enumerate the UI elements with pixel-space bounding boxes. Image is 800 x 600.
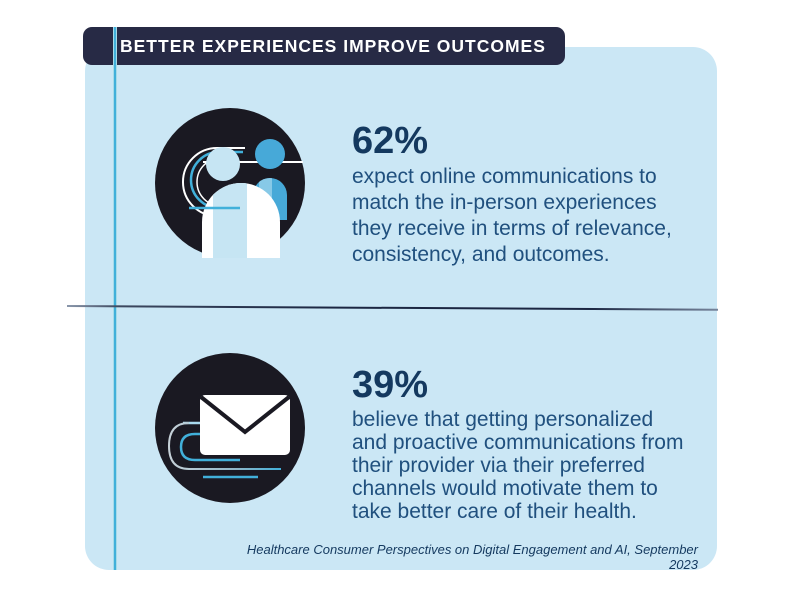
envelope-icon-svg (155, 353, 305, 503)
stat-section-39: 39% believe that getting personalized an… (352, 366, 717, 523)
stat-description-39: believe that getting personalized and pr… (352, 408, 684, 523)
header-banner: BETTER EXPERIENCES IMPROVE OUTCOMES (83, 27, 565, 65)
people-group-icon (155, 108, 305, 258)
source-citation: Healthcare Consumer Perspectives on Digi… (246, 542, 698, 572)
vertical-accent-line (113, 27, 117, 570)
stat-section-62: 62% expect online communications to matc… (352, 122, 717, 268)
stat-value-62: 62% (352, 120, 429, 162)
stat-description-62: expect online communications to match th… (352, 165, 672, 266)
people-group-icon-svg (155, 108, 305, 258)
envelope-icon (155, 353, 305, 503)
page-title: BETTER EXPERIENCES IMPROVE OUTCOMES (120, 35, 546, 56)
stat-value-39: 39% (352, 364, 429, 406)
